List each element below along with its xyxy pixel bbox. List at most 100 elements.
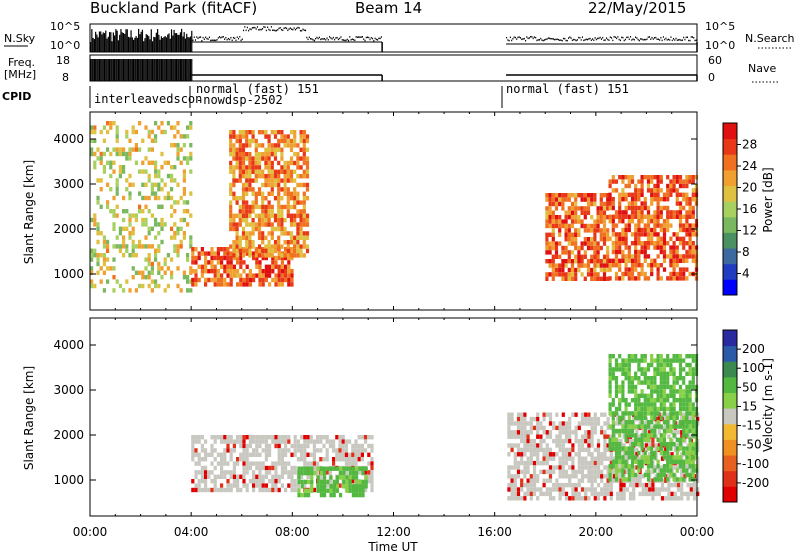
heatmap-cell bbox=[624, 271, 628, 277]
heatmap-cell bbox=[688, 232, 692, 237]
heatmap-cell bbox=[273, 248, 278, 254]
heatmap-cell bbox=[526, 430, 530, 435]
heatmap-cell bbox=[564, 237, 568, 242]
heatmap-cell bbox=[656, 384, 660, 390]
heatmap-cell bbox=[678, 398, 683, 403]
heatmap-cell bbox=[669, 263, 673, 268]
noise-point bbox=[308, 36, 310, 39]
heatmap-cell bbox=[637, 411, 641, 416]
heatmap-cell bbox=[654, 487, 658, 492]
heatmap-cell bbox=[191, 457, 195, 462]
heatmap-cell bbox=[286, 248, 290, 254]
heatmap-cell bbox=[325, 452, 329, 457]
noise-point bbox=[602, 36, 604, 39]
heatmap-cell bbox=[650, 236, 654, 241]
heatmap-cell bbox=[229, 435, 233, 440]
noise-point bbox=[320, 38, 322, 41]
heatmap-cell bbox=[332, 448, 336, 453]
heatmap-cell bbox=[548, 272, 552, 277]
noise-bar bbox=[129, 37, 131, 52]
heatmap-cell bbox=[551, 263, 555, 268]
heatmap-cell bbox=[675, 376, 679, 381]
heatmap-cell bbox=[650, 433, 654, 438]
heatmap-cell bbox=[558, 482, 562, 488]
heatmap-cell bbox=[536, 456, 540, 461]
heatmap-cell bbox=[666, 428, 670, 434]
heatmap-cell bbox=[154, 173, 158, 179]
heatmap-cell bbox=[580, 254, 584, 259]
heatmap-cell bbox=[239, 457, 243, 462]
heatmap-cell bbox=[640, 175, 644, 180]
heatmap-cell bbox=[235, 134, 239, 139]
heatmap-cell bbox=[596, 460, 601, 466]
heatmap-cell bbox=[296, 196, 300, 201]
noise-point bbox=[355, 36, 357, 38]
heatmap-cell bbox=[624, 433, 628, 438]
heatmap-cell bbox=[106, 204, 110, 209]
heatmap-cell bbox=[685, 201, 689, 206]
heatmap-cell bbox=[261, 277, 265, 283]
heatmap-cell bbox=[261, 448, 265, 453]
colorbar-segment bbox=[723, 470, 737, 487]
heatmap-cell bbox=[664, 478, 668, 483]
heatmap-cell bbox=[268, 443, 272, 449]
heatmap-cell bbox=[245, 143, 249, 148]
heatmap-cell bbox=[643, 258, 647, 263]
heatmap-cell bbox=[207, 474, 211, 479]
heatmap-cell bbox=[293, 439, 297, 444]
heatmap-cell bbox=[611, 442, 615, 447]
heatmap-cell bbox=[678, 362, 683, 368]
heatmap-cell bbox=[630, 468, 635, 473]
noise-bar bbox=[135, 36, 137, 52]
heatmap-cell bbox=[609, 452, 613, 457]
heatmap-cell bbox=[268, 269, 272, 274]
heatmap-cell bbox=[200, 479, 204, 484]
freq-bar bbox=[138, 59, 140, 81]
heatmap-cell bbox=[239, 277, 243, 283]
heatmap-cell bbox=[182, 275, 186, 280]
heatmap-cell bbox=[296, 231, 300, 236]
heatmap-cell bbox=[207, 277, 211, 283]
heatmap-cell bbox=[241, 147, 246, 152]
heatmap-cell bbox=[555, 465, 559, 470]
heatmap-cell bbox=[558, 465, 562, 470]
heatmap-cell bbox=[656, 437, 660, 442]
heatmap-cell bbox=[574, 267, 578, 273]
heatmap-cell bbox=[621, 384, 625, 390]
heatmap-cell bbox=[643, 241, 647, 246]
heatmap-cell bbox=[287, 461, 291, 466]
heatmap-cell bbox=[685, 384, 689, 390]
heatmap-cell bbox=[669, 367, 673, 372]
noise-point bbox=[680, 39, 682, 42]
heatmap-cell bbox=[678, 420, 683, 425]
heatmap-cell bbox=[216, 461, 220, 466]
heatmap-cell bbox=[545, 237, 549, 242]
heatmap-cell bbox=[672, 420, 676, 425]
heatmap-cell bbox=[643, 227, 647, 233]
heatmap-cell bbox=[567, 193, 571, 198]
heatmap-cell bbox=[232, 273, 236, 278]
heatmap-cell bbox=[691, 459, 695, 464]
freq-bar bbox=[170, 59, 173, 81]
heatmap-cell bbox=[618, 232, 622, 237]
heatmap-cell bbox=[672, 183, 676, 189]
noise-point bbox=[536, 39, 538, 42]
heatmap-cell bbox=[128, 191, 132, 196]
heatmap-cell bbox=[526, 469, 530, 475]
heatmap-cell bbox=[630, 271, 635, 277]
heatmap-cell bbox=[238, 147, 242, 152]
heatmap-cell bbox=[520, 447, 524, 453]
heatmap-cell bbox=[248, 204, 252, 210]
heatmap-cell bbox=[335, 457, 339, 462]
heatmap-cell bbox=[144, 169, 148, 174]
heatmap-cell bbox=[688, 227, 692, 233]
heatmap-cell bbox=[302, 200, 306, 205]
heatmap-cell bbox=[293, 222, 297, 227]
heatmap-cell bbox=[232, 152, 236, 157]
heatmap-cell bbox=[232, 174, 236, 179]
heatmap-cell bbox=[621, 428, 625, 434]
heatmap-cell bbox=[284, 465, 288, 471]
heatmap-cell bbox=[643, 276, 647, 281]
heatmap-cell bbox=[590, 452, 594, 457]
heatmap-cell bbox=[229, 130, 233, 135]
